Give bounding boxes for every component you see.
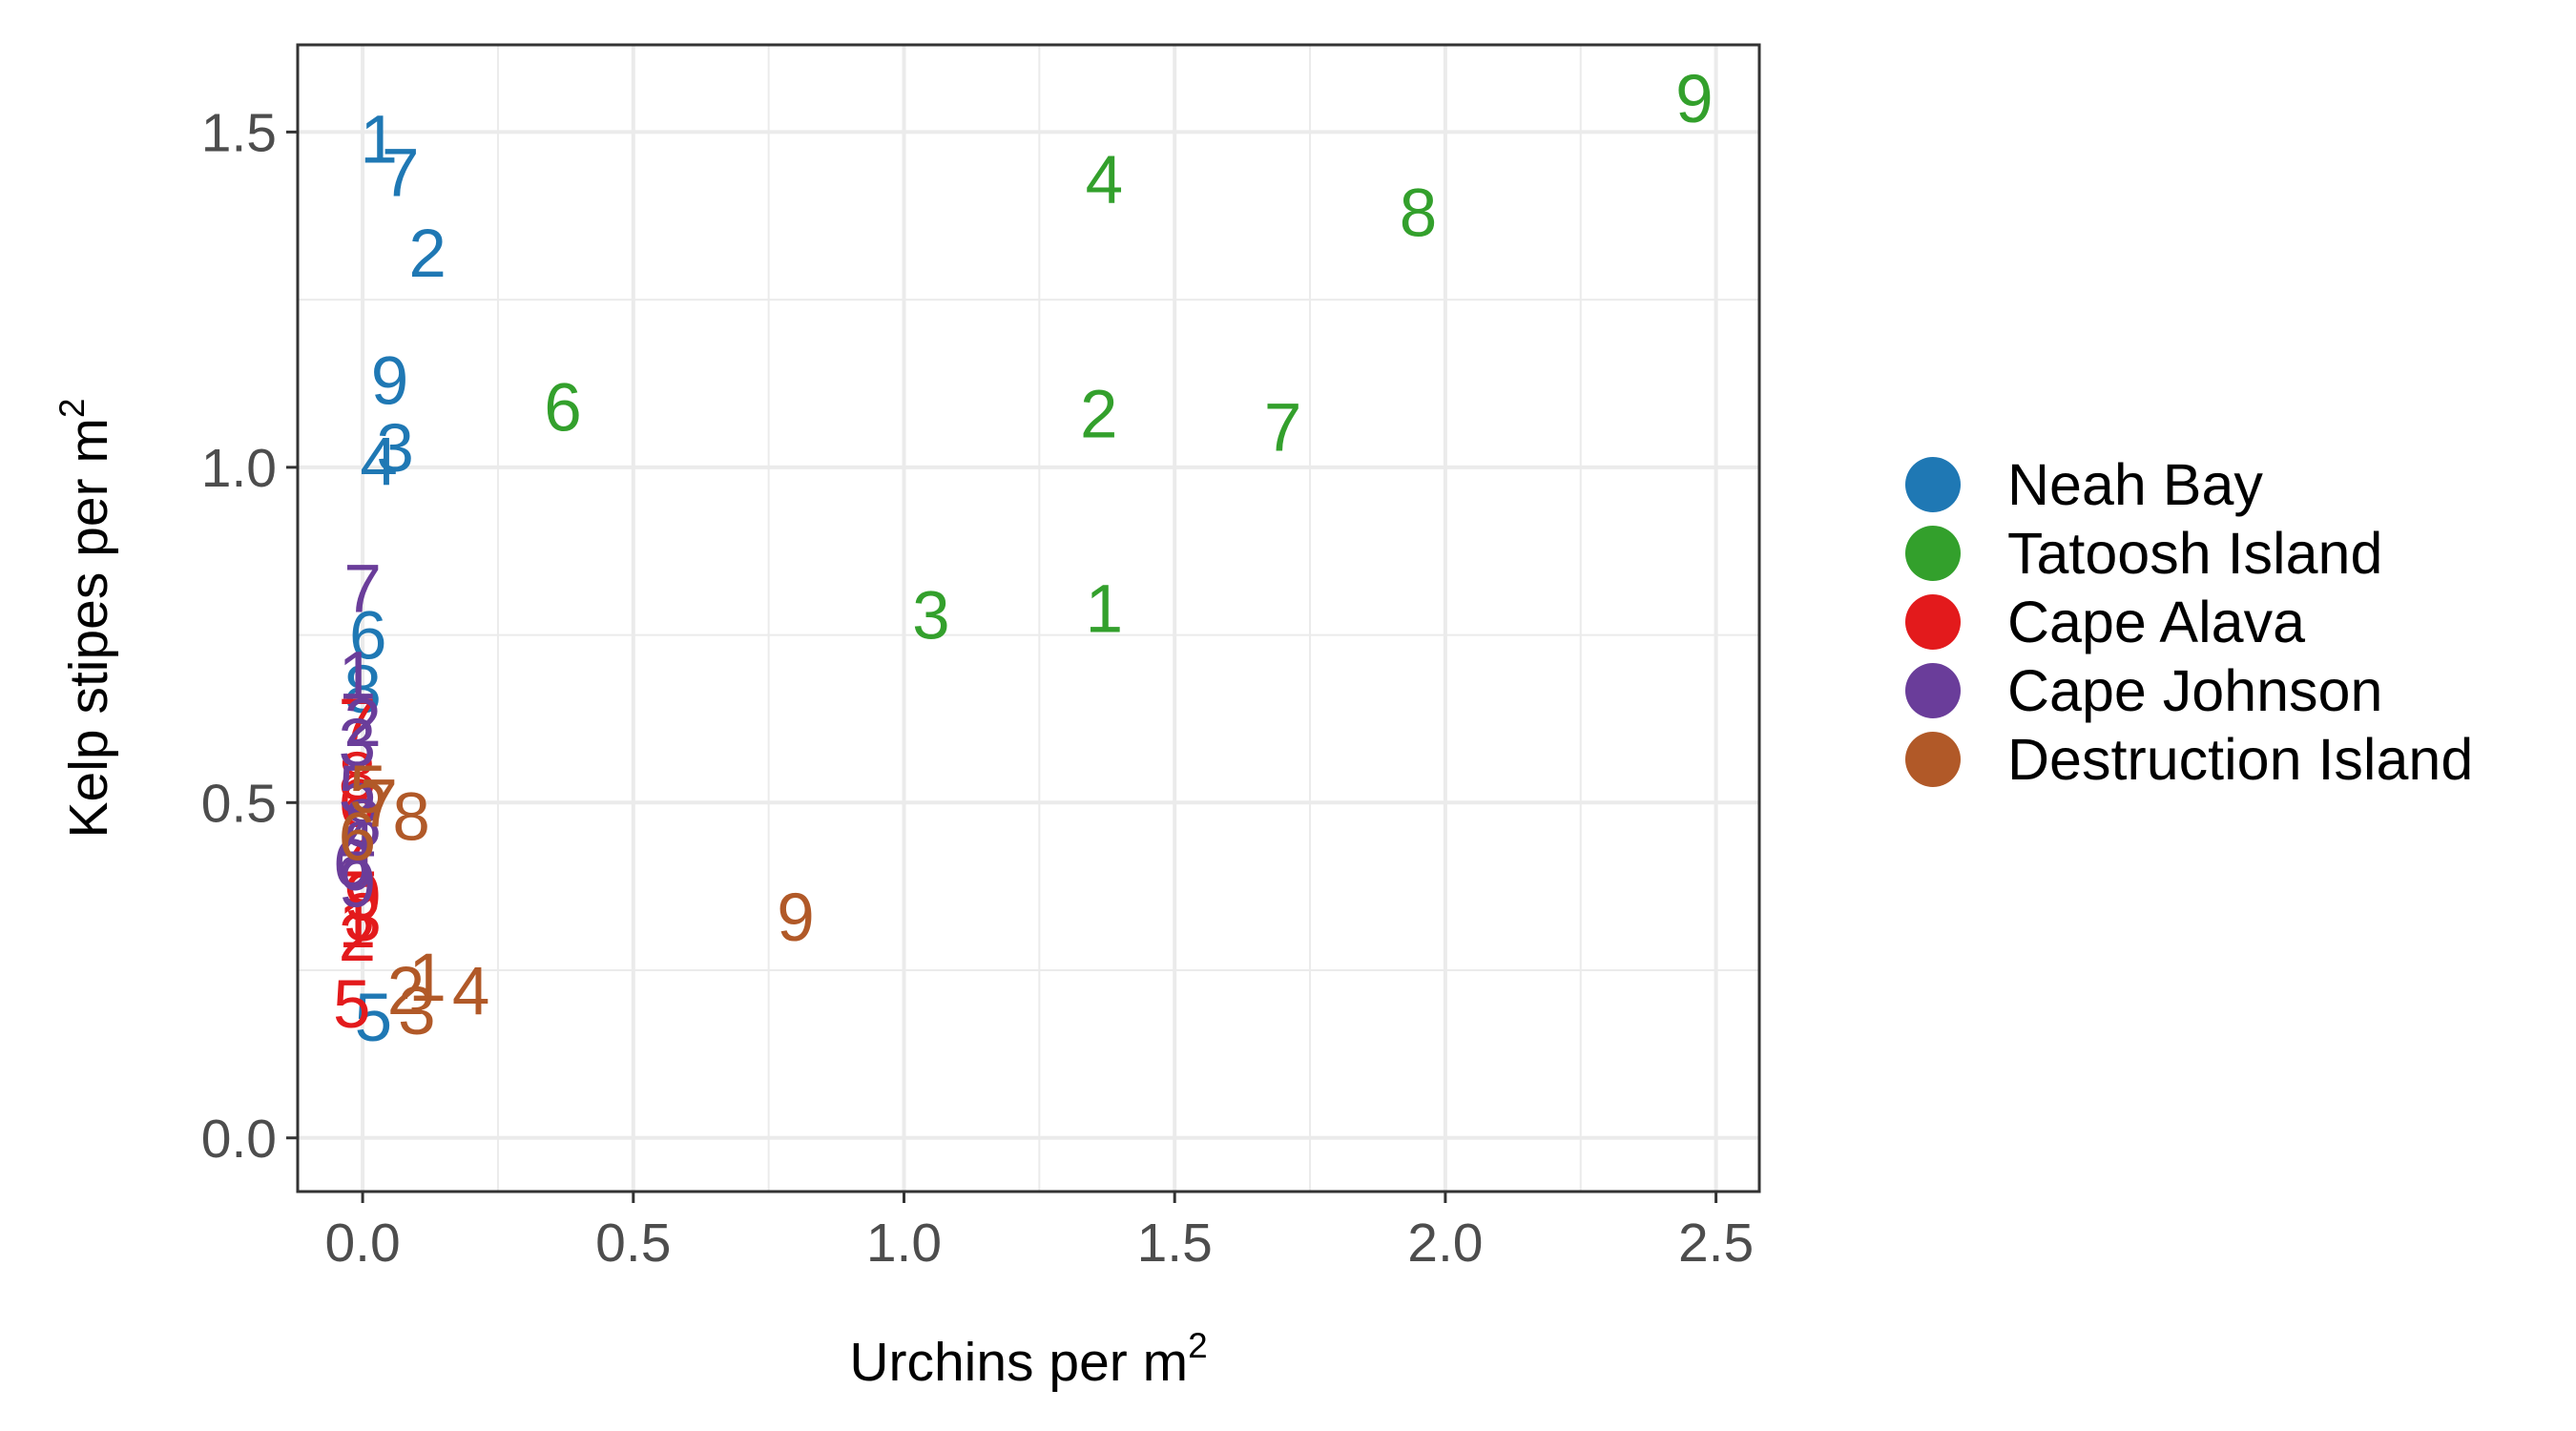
y-tick-label: 0.5: [201, 773, 277, 834]
data-point-label: 8: [1400, 176, 1438, 252]
legend-key: [1905, 663, 1961, 718]
legend-key: [1905, 457, 1961, 512]
data-point-label: 2: [1080, 378, 1118, 453]
y-tick-label: 0.0: [201, 1109, 277, 1170]
data-point-label: 9: [777, 881, 815, 956]
x-tick-label: 0.0: [324, 1213, 400, 1274]
x-tick-label: 2.0: [1407, 1213, 1483, 1274]
data-point-label: 2: [339, 901, 377, 976]
data-point-label: 8: [343, 653, 382, 728]
y-axis-title-text: Kelp stipes per m: [58, 418, 119, 838]
y-tick-label: 1.0: [201, 438, 277, 499]
legend-label: Destruction Island: [2007, 727, 2473, 792]
data-point-label: 9: [1675, 62, 1714, 137]
data-point-label: 1: [339, 639, 377, 715]
data-point-label: 8: [343, 786, 382, 861]
data-point-label: 2: [387, 954, 426, 1029]
minor-gridlines: [298, 45, 1759, 1192]
data-point-label: 2: [408, 217, 447, 292]
x-tick-label: 1.0: [866, 1213, 942, 1274]
data-point-label: 9: [343, 861, 382, 936]
legend-key: [1905, 594, 1961, 650]
data-point-label: 8: [392, 779, 430, 855]
y-axis-title-superscript: 2: [52, 399, 92, 419]
y-axis-title: Kelp stipes per m2: [52, 399, 119, 839]
data-point-label: 2: [343, 686, 382, 761]
data-point-label: 4: [339, 827, 377, 902]
data-point-label: 7: [343, 551, 382, 627]
data-point-label: 4: [452, 954, 490, 1029]
x-axis: 0.0 0.5 1.0 1.5 2.0 2.5: [324, 1192, 1754, 1274]
data-point-label: 7: [339, 686, 377, 761]
data-point-label: 5: [333, 967, 371, 1043]
data-point-label: 4: [360, 425, 398, 500]
data-point-label: 3: [912, 578, 950, 653]
data-point-label: 8: [339, 739, 377, 815]
x-tick-label: 0.5: [595, 1213, 671, 1274]
y-tick-label: 1.5: [201, 102, 277, 163]
x-axis-title-text: Urchins per m: [849, 1332, 1188, 1393]
data-point-label: 5: [355, 981, 393, 1056]
panel-background: [298, 45, 1759, 1192]
x-axis-title-superscript: 2: [1188, 1326, 1208, 1365]
data-point-label: 3: [343, 881, 382, 956]
data-point-label: 6: [339, 799, 377, 875]
data-point-label: 7: [1264, 391, 1302, 467]
data-point-label: 6: [349, 599, 387, 674]
data-point-label: 9: [371, 343, 409, 419]
data-point-label: 7: [360, 766, 398, 841]
data-point-label: 7: [382, 136, 420, 212]
panel-border: [296, 43, 1761, 1193]
legend-label: Tatoosh Island: [2007, 521, 2382, 586]
x-axis-title: Urchins per m2: [849, 1326, 1207, 1393]
legend-label: Cape Alava: [2007, 590, 2305, 654]
legend-label: Neah Bay: [2007, 452, 2263, 517]
major-gridlines: [298, 45, 1759, 1192]
data-point-label: 6: [544, 371, 582, 446]
data-point-label: 4: [339, 806, 377, 881]
data-point-label: 3: [376, 411, 414, 487]
legend-label: Cape Johnson: [2007, 658, 2382, 723]
data-point-label: 5: [339, 753, 377, 828]
data-point-label: 3: [339, 706, 377, 781]
data-point-label: 6: [333, 827, 371, 902]
data-point-label: 9: [339, 847, 377, 923]
legend-key: [1905, 732, 1961, 787]
y-axis: 0.0 0.5 1.0 1.5: [201, 102, 298, 1170]
x-tick-label: 2.5: [1678, 1213, 1754, 1274]
data-point-label: 1: [408, 941, 447, 1016]
data-point-label: 1: [339, 887, 377, 963]
data-point-label: 3: [398, 974, 436, 1049]
data-point-label: 5: [349, 753, 387, 828]
data-point-label: 1: [1086, 571, 1124, 647]
data-point-label: 4: [1086, 143, 1124, 218]
data-point-label: 6: [339, 766, 377, 841]
legend-key: [1905, 526, 1961, 581]
data-point-label: 1: [360, 102, 398, 177]
x-tick-label: 1.5: [1137, 1213, 1213, 1274]
